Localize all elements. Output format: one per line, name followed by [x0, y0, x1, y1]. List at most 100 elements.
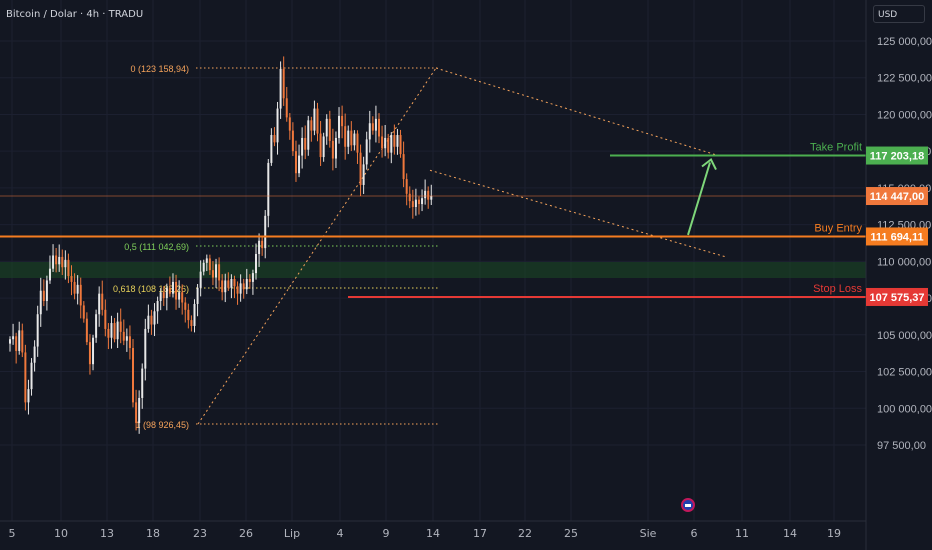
candle-body	[39, 290, 42, 315]
fib-level-label: 0,5 (111 042,69)	[124, 242, 189, 252]
time-axis[interactable]: 5 10 13 18 23 26 Lip 4 9 14 17 22 25 Sie 6 11 14 19	[9, 527, 842, 540]
candle-body	[362, 164, 365, 185]
candle-body	[224, 280, 227, 293]
arrow-head	[701, 157, 717, 170]
channel-lower-line	[429, 169, 727, 258]
y-tick-label: 122 500,00	[877, 73, 932, 85]
candle-body	[190, 320, 193, 326]
candle-body	[55, 255, 58, 265]
candle-body	[211, 270, 214, 278]
candle-body	[181, 292, 184, 303]
price-levels: Take Profit Buy Entry Stop Loss	[0, 142, 866, 298]
candle-body	[128, 336, 131, 349]
x-tick-label: 6	[691, 527, 698, 540]
candle-body	[270, 135, 273, 163]
candle-body	[113, 323, 116, 340]
candle-body	[162, 292, 165, 299]
price-tag-label: 117 203,18	[870, 151, 924, 163]
candle-body	[414, 199, 417, 207]
candle-body	[79, 284, 82, 306]
x-tick-label: 14	[426, 527, 440, 540]
candle-body	[150, 315, 153, 325]
price-tag-label: 107 575,37	[869, 292, 924, 304]
candle-body	[402, 154, 405, 180]
candle-body	[365, 139, 368, 165]
candle-body	[175, 281, 178, 300]
candle-body	[421, 198, 424, 205]
candle-body	[427, 190, 430, 200]
x-tick-label: 17	[473, 527, 487, 540]
candle-body	[193, 303, 196, 326]
descending-channel	[429, 67, 727, 258]
x-tick-label: 19	[827, 527, 841, 540]
candle-body	[42, 290, 45, 302]
candle-body	[156, 301, 159, 312]
candle-body	[371, 123, 374, 131]
x-tick-label: 9	[383, 527, 390, 540]
x-tick-label: 13	[100, 527, 114, 540]
candle-body	[325, 118, 328, 137]
candle-body	[171, 281, 174, 294]
symbol-title: Bitcoin / Dolar · 4h · TRADU	[6, 9, 144, 20]
candle-body	[359, 152, 362, 185]
currency-button[interactable]: USD	[873, 5, 925, 23]
buy-zone	[0, 262, 866, 278]
x-tick-label: 11	[735, 527, 749, 540]
candle-body	[230, 278, 233, 288]
x-tick-label: Lip	[284, 527, 300, 540]
candle-body	[215, 264, 218, 278]
price-tag-label: 114 447,00	[870, 191, 924, 203]
candle-body	[368, 123, 371, 140]
candle-body	[125, 336, 128, 341]
candle-body	[135, 402, 138, 423]
x-tick-label: 18	[146, 527, 160, 540]
candle-body	[159, 292, 162, 302]
y-tick-label: 125 000,00	[877, 36, 932, 48]
candle-body	[417, 199, 420, 205]
candle-body	[390, 135, 393, 153]
candle-body	[85, 318, 88, 343]
us-flag-icon[interactable]	[681, 498, 695, 512]
y-tick-label: 102 500,00	[877, 367, 932, 379]
y-tick-label: 110 000,00	[877, 256, 931, 268]
candle-body	[291, 130, 294, 152]
candle-body	[353, 133, 356, 146]
candle-body	[18, 330, 21, 351]
candle-body	[411, 201, 414, 207]
candle-body	[381, 136, 384, 149]
x-tick-label: 5	[9, 527, 16, 540]
candle-body	[378, 118, 380, 137]
candle-body	[45, 280, 48, 302]
candle-body	[310, 120, 313, 131]
candle-body	[132, 348, 134, 403]
fib-trend-line	[197, 67, 437, 425]
candle-body	[33, 346, 36, 363]
y-tick-label: 120 000,00	[877, 109, 932, 121]
candle-body	[48, 268, 51, 281]
candle-body	[36, 314, 39, 347]
candle-body	[138, 397, 141, 423]
candle-body	[430, 196, 433, 200]
price-tag-box	[866, 227, 928, 246]
candle-body	[307, 120, 310, 150]
candle-body	[70, 276, 73, 282]
candle-body	[279, 68, 282, 109]
candle-body	[341, 115, 344, 127]
candle-body	[208, 258, 211, 271]
price-tag-box	[866, 146, 928, 165]
candle-body	[273, 135, 276, 143]
candle-body	[393, 135, 396, 147]
fibonacci-retracement: 0 (123 158,94) 0,5 (111 042,69) 0,618 (108…	[113, 64, 438, 430]
channel-upper-line	[435, 67, 717, 156]
x-tick-label: 4	[337, 527, 344, 540]
candle-body	[141, 368, 144, 398]
candle-body	[294, 151, 297, 174]
candle-body	[334, 137, 337, 159]
candle-body	[282, 68, 285, 99]
x-tick-label: 10	[54, 527, 68, 540]
y-tick-label: 100 000,00	[877, 403, 932, 415]
candle-body	[347, 130, 350, 147]
candle-body	[236, 286, 239, 294]
arrow-shaft	[687, 162, 711, 236]
